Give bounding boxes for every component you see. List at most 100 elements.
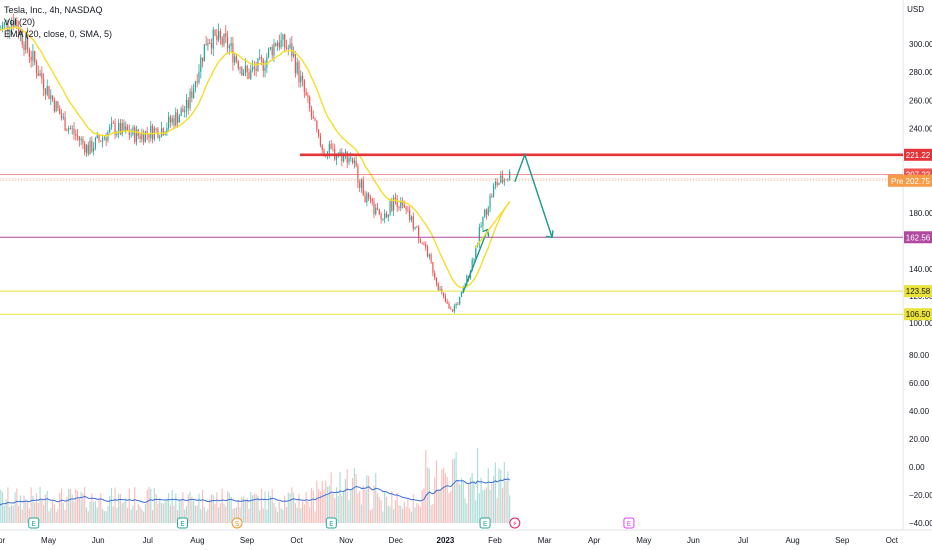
volume-bar xyxy=(159,498,161,523)
candle-body xyxy=(348,157,350,163)
candle-body xyxy=(480,225,482,228)
volume-bar xyxy=(148,486,150,523)
volume-bar xyxy=(68,488,70,523)
volume-bar xyxy=(376,493,379,523)
volume-bar xyxy=(91,493,93,523)
candle-body xyxy=(418,227,420,239)
candle-body xyxy=(428,254,430,257)
volume-bar xyxy=(114,487,116,523)
arrow-up-lower[interactable] xyxy=(462,229,489,294)
volume-bar xyxy=(480,477,482,523)
event-marker-earnings-future[interactable] xyxy=(623,517,635,529)
candle-body xyxy=(437,283,439,290)
volume-bar xyxy=(451,459,454,523)
volume-bar xyxy=(310,488,313,523)
candle-body xyxy=(223,33,225,45)
volume-bar xyxy=(232,508,234,523)
volume-bar xyxy=(37,502,39,523)
event-marker-split[interactable] xyxy=(509,517,521,529)
event-marker-earnings[interactable] xyxy=(325,517,337,529)
event-marker-earnings[interactable] xyxy=(479,517,491,529)
volume-bar xyxy=(430,505,432,523)
volume-bar xyxy=(132,505,134,523)
candle-body xyxy=(150,125,152,138)
volume-bar xyxy=(378,497,380,523)
candle-body xyxy=(303,80,305,92)
volume-bar xyxy=(228,492,230,523)
volume-bar xyxy=(280,508,282,523)
volume-bar xyxy=(62,502,64,523)
volume-bar xyxy=(219,503,222,523)
time-axis-label: Apr xyxy=(588,536,601,545)
candle-body xyxy=(251,67,254,70)
volume-bar xyxy=(382,511,384,523)
volume-bar xyxy=(119,493,122,523)
volume-bar xyxy=(425,450,427,523)
candle-body xyxy=(182,108,184,113)
candle-body xyxy=(262,59,264,71)
volume-bar xyxy=(328,485,330,523)
candle-body xyxy=(48,86,50,99)
volume-bar xyxy=(180,499,182,523)
candle-body xyxy=(394,197,397,200)
candle-body xyxy=(118,122,120,134)
candle-body xyxy=(246,65,248,73)
candle-body xyxy=(219,31,222,38)
candle-body xyxy=(332,148,334,150)
volume-bar xyxy=(296,507,298,523)
volume-bar xyxy=(28,508,30,523)
volume-bar xyxy=(150,488,152,523)
event-marker-earnings[interactable] xyxy=(28,517,40,529)
volume-bar xyxy=(200,509,202,523)
candle-body xyxy=(446,301,448,304)
candle-body xyxy=(412,216,414,229)
candle-body xyxy=(200,57,202,72)
volume-bar xyxy=(314,511,316,523)
event-marker-earnings[interactable] xyxy=(177,517,189,529)
candle-body xyxy=(128,130,130,136)
candle-body xyxy=(487,208,489,215)
pre-market-label: 202.75 xyxy=(906,177,931,186)
candle-body xyxy=(130,134,132,136)
event-marker-glyph: E xyxy=(483,520,487,528)
volume-bar xyxy=(80,492,82,523)
candle-body xyxy=(25,34,27,51)
candle-body xyxy=(171,118,173,123)
candle-body xyxy=(50,95,52,99)
volume-bar xyxy=(3,505,5,523)
volume-bar xyxy=(375,472,377,523)
candle-body xyxy=(39,73,41,76)
volume-bar xyxy=(73,501,75,523)
volume-bar xyxy=(434,477,436,523)
event-marker-dividend[interactable] xyxy=(231,517,243,529)
candle-body xyxy=(475,246,477,259)
volume-bar xyxy=(59,492,61,523)
volume-bar xyxy=(234,508,236,523)
candle-body xyxy=(434,273,436,278)
projection-arrow[interactable] xyxy=(514,152,553,238)
volume-bar xyxy=(30,487,32,523)
candle-body xyxy=(489,195,491,209)
volume-bar xyxy=(294,503,297,523)
candle-body xyxy=(269,47,272,49)
volume-bar xyxy=(366,475,368,523)
volume-bar xyxy=(255,494,257,523)
candle-body xyxy=(384,213,386,219)
volume-bar xyxy=(253,493,255,523)
volume-bar xyxy=(473,480,475,523)
yellow-trend-line[interactable] xyxy=(474,201,511,249)
candle-body xyxy=(10,22,13,31)
volume-bar xyxy=(341,495,343,523)
candle-body xyxy=(123,123,125,131)
volume-bar xyxy=(146,489,148,523)
time-axis-label: Jul xyxy=(738,536,748,545)
volume-bar xyxy=(493,476,495,523)
volume-bar xyxy=(144,504,147,523)
candle-body xyxy=(259,57,261,59)
volume-bar xyxy=(289,493,291,523)
candle-body xyxy=(109,127,111,133)
candle-body xyxy=(96,135,98,139)
candle-body xyxy=(114,123,116,136)
volume-bar xyxy=(203,507,205,523)
